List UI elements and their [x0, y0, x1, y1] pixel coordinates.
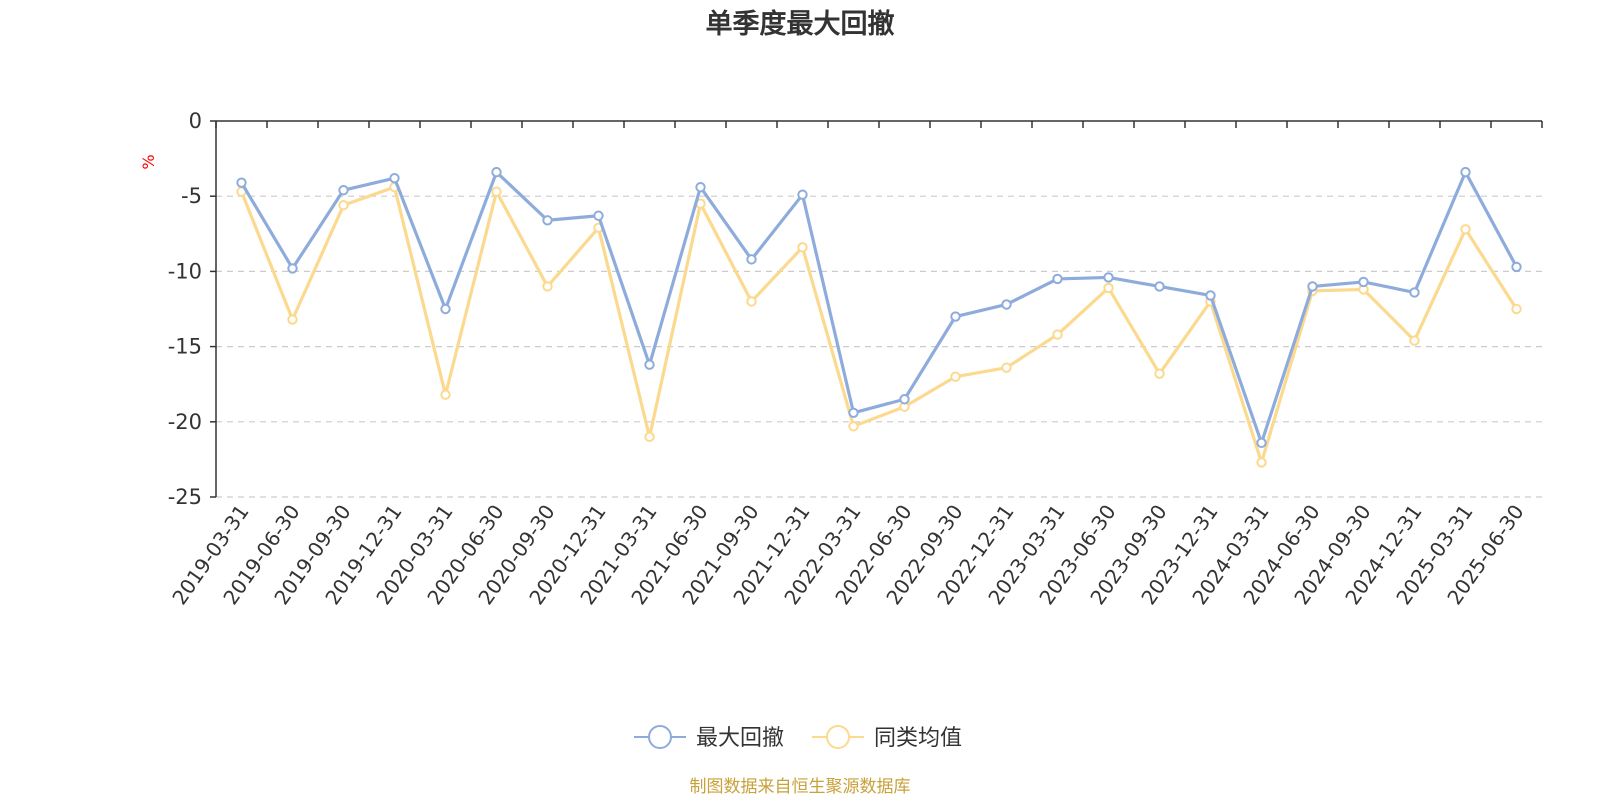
axes	[210, 120, 1543, 498]
y-tick-label: -15	[168, 335, 202, 359]
legend-item-max-drawdown[interactable]: 最大回撤	[634, 725, 784, 751]
data-point	[1001, 362, 1012, 373]
data-point	[287, 263, 298, 274]
data-point	[848, 421, 859, 432]
data-point	[746, 296, 757, 307]
data-point	[542, 215, 553, 226]
data-point	[848, 407, 859, 418]
chart-title: 单季度最大回撤	[706, 8, 895, 40]
data-point	[389, 172, 400, 184]
data-point	[950, 311, 961, 322]
data-point	[1103, 282, 1114, 294]
data-point	[746, 254, 757, 265]
y-tick-labels: 0 -5 -10 -15 -20 -25	[168, 109, 202, 509]
data-point	[1409, 287, 1420, 298]
data-point	[1307, 281, 1318, 292]
data-point	[695, 181, 706, 193]
data-point	[338, 200, 349, 211]
legend-label-max-drawdown: 最大回撤	[696, 726, 784, 751]
y-tick-label: 0	[189, 109, 202, 133]
data-point	[1103, 272, 1114, 283]
legend-marker-max-drawdown	[648, 725, 672, 749]
data-point	[491, 166, 502, 178]
legend-item-peer-average[interactable]: 同类均值	[812, 725, 962, 751]
series-max-drawdown	[236, 166, 1522, 449]
legend-label-peer-average: 同类均值	[874, 726, 962, 751]
data-point	[1052, 329, 1063, 340]
gridlines	[216, 195, 1542, 498]
data-point	[899, 394, 910, 405]
data-point	[950, 371, 961, 382]
data-point	[1052, 273, 1063, 285]
series-line	[240, 185, 1518, 465]
data-point	[1511, 303, 1522, 315]
data-point	[440, 389, 451, 400]
data-point	[1154, 368, 1165, 379]
data-point	[1154, 281, 1165, 292]
data-point	[1358, 276, 1369, 288]
series-peer-average	[236, 181, 1522, 468]
data-point	[542, 281, 553, 292]
data-point	[491, 186, 502, 197]
data-point	[644, 359, 655, 370]
series-lines	[236, 166, 1522, 468]
data-point	[797, 189, 808, 200]
data-point	[1460, 166, 1471, 178]
data-point	[236, 177, 247, 188]
data-point	[1205, 290, 1216, 301]
y-axis-unit: %	[139, 154, 158, 169]
data-point	[440, 303, 451, 315]
legend-marker-peer-average	[826, 725, 850, 749]
y-tick-label: -20	[168, 410, 202, 434]
data-point	[338, 184, 349, 196]
x-tick-labels: 2019-03-312019-06-302019-09-302019-12-31…	[167, 500, 1528, 609]
data-point	[287, 314, 298, 325]
data-point	[1256, 457, 1267, 468]
data-source-note: 制图数据来自恒生聚源数据库	[690, 777, 911, 797]
data-point	[1001, 299, 1012, 310]
series-line	[240, 170, 1518, 445]
y-tick-label: -25	[168, 485, 202, 509]
y-tick-label: -5	[181, 184, 202, 208]
data-point	[1460, 224, 1471, 235]
data-point	[797, 242, 808, 253]
data-point	[593, 210, 604, 221]
y-tick-label: -10	[168, 259, 202, 283]
data-point	[644, 431, 655, 443]
data-point	[1409, 335, 1420, 346]
data-point	[1511, 261, 1522, 273]
legend: 最大回撤 同类均值	[634, 725, 962, 751]
data-point	[1256, 437, 1267, 449]
